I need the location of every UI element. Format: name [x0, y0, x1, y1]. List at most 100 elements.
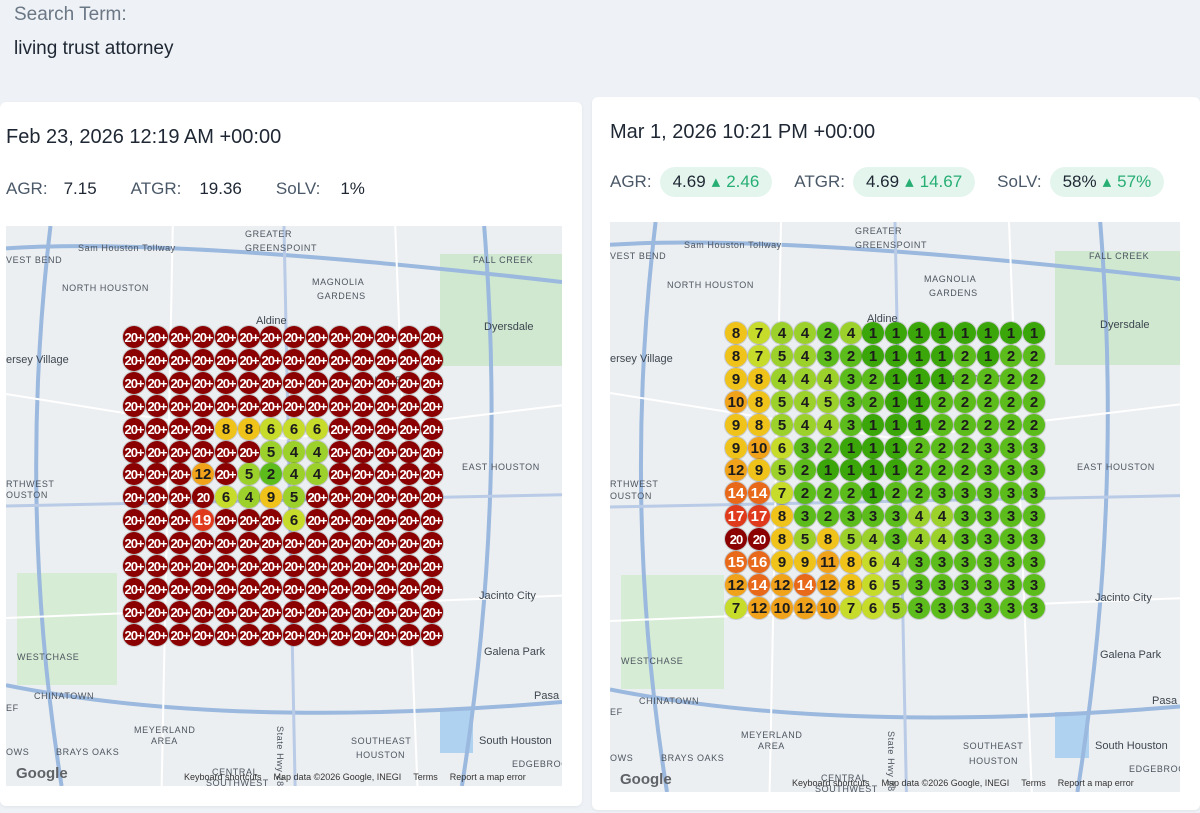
rank-pin[interactable]: 20+	[215, 578, 237, 600]
rank-pin[interactable]: 20+	[398, 326, 420, 348]
rank-pin[interactable]: 6	[862, 551, 884, 573]
rank-pin[interactable]: 20+	[238, 624, 260, 646]
rank-pin[interactable]: 20+	[421, 601, 443, 623]
rank-pin[interactable]: 1	[862, 414, 884, 436]
rank-pin[interactable]: 20+	[352, 395, 374, 417]
rank-pin[interactable]: 20+	[306, 601, 328, 623]
rank-pin[interactable]: 20+	[352, 418, 374, 440]
rank-pin[interactable]: 20+	[375, 578, 397, 600]
rank-pin[interactable]: 20+	[169, 395, 191, 417]
rank-pin[interactable]: 20+	[398, 349, 420, 371]
rank-pin[interactable]: 20+	[215, 624, 237, 646]
rank-pin[interactable]: 2	[862, 391, 884, 413]
rank-pin[interactable]: 3	[954, 482, 976, 504]
rank-pin[interactable]: 20+	[283, 395, 305, 417]
rank-pin[interactable]: 5	[260, 441, 282, 463]
rank-pin[interactable]: 20+	[146, 486, 168, 508]
rank-pin[interactable]: 1	[908, 345, 930, 367]
rank-pin[interactable]: 20+	[398, 624, 420, 646]
rank-pin[interactable]: 20+	[146, 509, 168, 531]
rank-pin[interactable]: 4	[794, 345, 816, 367]
rank-pin[interactable]: 20+	[192, 418, 214, 440]
rank-pin[interactable]: 20+	[352, 509, 374, 531]
rank-pin[interactable]: 20+	[352, 601, 374, 623]
rank-pin[interactable]: 20+	[123, 463, 145, 485]
rank-pin[interactable]: 20	[725, 528, 747, 550]
rank-pin[interactable]: 6	[260, 418, 282, 440]
rank-pin[interactable]: 3	[954, 528, 976, 550]
rank-pin[interactable]: 20+	[146, 441, 168, 463]
rank-pin[interactable]: 2	[817, 505, 839, 527]
rank-pin[interactable]: 1	[885, 459, 907, 481]
rank-pin[interactable]: 20+	[192, 532, 214, 554]
rank-pin[interactable]: 20+	[352, 349, 374, 371]
rank-pin[interactable]: 20+	[238, 395, 260, 417]
rank-pin[interactable]: 20	[748, 528, 770, 550]
rank-pin[interactable]: 1	[931, 322, 953, 344]
rank-pin[interactable]: 20+	[421, 372, 443, 394]
rank-pin[interactable]: 2	[977, 368, 999, 390]
rank-pin[interactable]: 20+	[421, 624, 443, 646]
rank-pin[interactable]: 9	[771, 551, 793, 573]
rank-pin[interactable]: 2	[977, 391, 999, 413]
rank-pin[interactable]: 2	[885, 482, 907, 504]
rank-pin[interactable]: 6	[862, 574, 884, 596]
rank-pin[interactable]: 20+	[238, 372, 260, 394]
rank-pin[interactable]: 20+	[398, 578, 420, 600]
rank-pin[interactable]: 20+	[421, 326, 443, 348]
rank-pin[interactable]: 2	[1023, 368, 1045, 390]
rank-pin[interactable]: 4	[771, 368, 793, 390]
rank-pin[interactable]: 20+	[352, 555, 374, 577]
rank-pin[interactable]: 5	[771, 459, 793, 481]
rank-pin[interactable]: 20+	[169, 372, 191, 394]
rank-pin[interactable]: 20+	[375, 601, 397, 623]
rank-pin[interactable]: 20+	[306, 349, 328, 371]
rank-pin[interactable]: 20+	[421, 463, 443, 485]
rank-pin[interactable]: 20+	[192, 372, 214, 394]
rank-pin[interactable]: 20+	[123, 578, 145, 600]
rank-pin[interactable]: 8	[725, 322, 747, 344]
rank-pin[interactable]: 20+	[215, 555, 237, 577]
rank-pin[interactable]: 12	[817, 574, 839, 596]
rank-pin[interactable]: 11	[817, 551, 839, 573]
rank-pin[interactable]: 20+	[306, 578, 328, 600]
rank-pin[interactable]: 14	[725, 482, 747, 504]
rank-pin[interactable]: 10	[748, 437, 770, 459]
rank-pin[interactable]: 6	[283, 418, 305, 440]
rank-pin[interactable]: 3	[977, 597, 999, 619]
rank-pin[interactable]: 19	[192, 509, 214, 531]
rank-pin[interactable]: 20+	[123, 395, 145, 417]
rank-pin[interactable]: 14	[748, 482, 770, 504]
rank-pin[interactable]: 9	[794, 551, 816, 573]
rank-pin[interactable]: 2	[954, 414, 976, 436]
rank-pin[interactable]: 20+	[169, 509, 191, 531]
rank-pin[interactable]: 20+	[329, 624, 351, 646]
map-footer-link-terms[interactable]: Terms	[1021, 778, 1046, 788]
rank-pin[interactable]: 20+	[260, 509, 282, 531]
rank-pin[interactable]: 20+	[123, 624, 145, 646]
rank-pin[interactable]: 20+	[238, 532, 260, 554]
rank-pin[interactable]: 20+	[398, 509, 420, 531]
rank-pin[interactable]: 20+	[352, 463, 374, 485]
rank-pin[interactable]: 20+	[123, 349, 145, 371]
rank-pin[interactable]: 20+	[192, 624, 214, 646]
rank-pin[interactable]: 9	[725, 368, 747, 390]
rank-pin[interactable]: 20+	[329, 509, 351, 531]
rank-pin[interactable]: 20+	[169, 624, 191, 646]
rank-pin[interactable]: 1	[817, 459, 839, 481]
rank-pin[interactable]: 1	[977, 322, 999, 344]
rank-pin[interactable]: 20+	[283, 326, 305, 348]
rank-pin[interactable]: 3	[908, 551, 930, 573]
rank-pin[interactable]: 20+	[123, 441, 145, 463]
rank-pin[interactable]: 1	[931, 345, 953, 367]
rank-pin[interactable]: 20+	[398, 463, 420, 485]
rank-pin[interactable]: 9	[725, 414, 747, 436]
rank-pin[interactable]: 20+	[238, 349, 260, 371]
rank-pin[interactable]: 3	[840, 391, 862, 413]
rank-pin[interactable]: 1	[840, 437, 862, 459]
rank-pin[interactable]: 20+	[192, 326, 214, 348]
rank-pin[interactable]: 4	[908, 528, 930, 550]
rank-pin[interactable]: 8	[840, 574, 862, 596]
rank-pin[interactable]: 6	[771, 437, 793, 459]
rank-pin[interactable]: 20+	[123, 532, 145, 554]
